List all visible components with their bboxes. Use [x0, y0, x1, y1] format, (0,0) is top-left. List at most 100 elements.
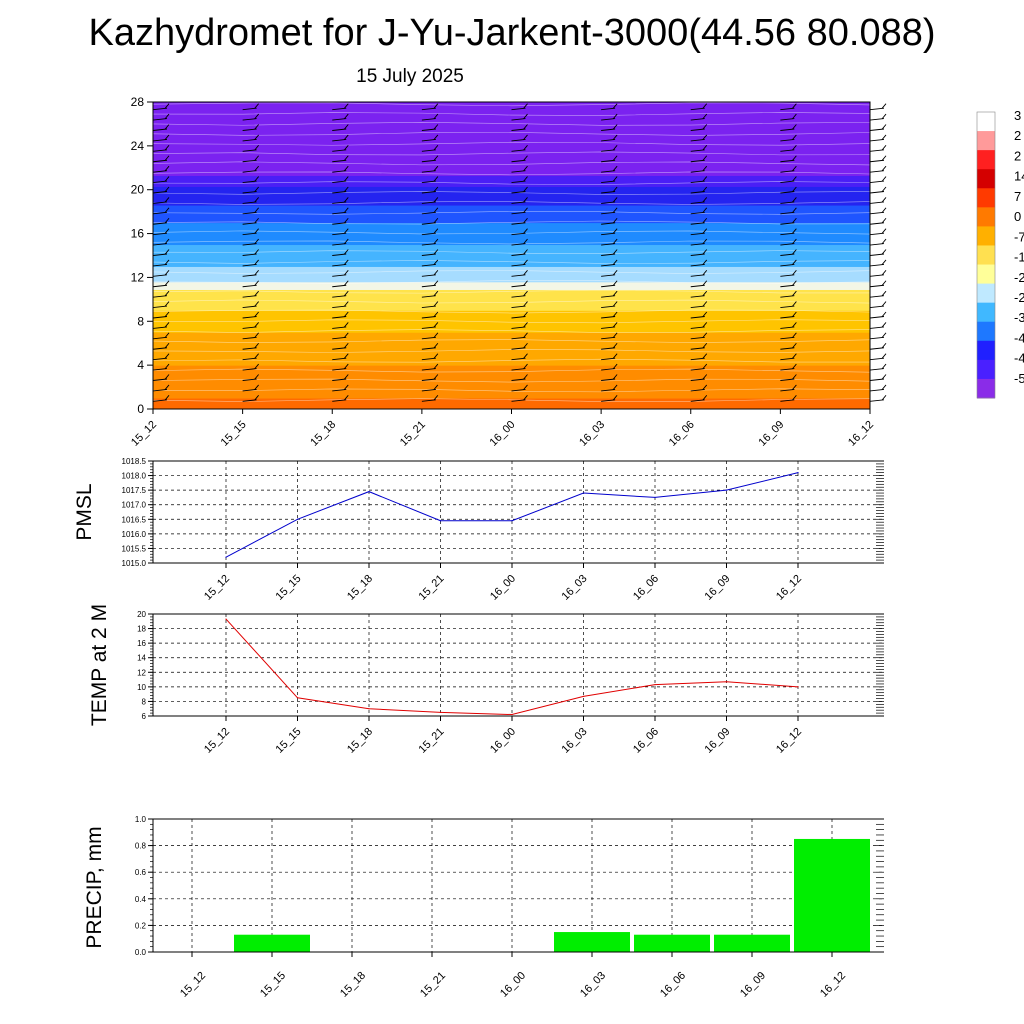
- wind-barb-flag: [702, 342, 708, 349]
- wind-barb: [601, 259, 618, 267]
- wind-barb: [152, 145, 170, 152]
- x-tick-label: 15_18: [338, 970, 368, 1000]
- wind-barb-staff: [601, 243, 616, 246]
- wind-barb-staff: [780, 336, 795, 340]
- wind-barb-staff: [869, 305, 885, 309]
- wind-barb-staff: [332, 388, 347, 392]
- wind-barb-staff: [601, 295, 616, 298]
- wind-barb-flag: [612, 186, 618, 193]
- wind-barb-flag: [254, 103, 259, 109]
- isotherm-line: [152, 289, 871, 294]
- wind-barb-flag: [881, 155, 887, 161]
- wind-barb-staff: [332, 295, 347, 298]
- wind-barb-flag: [523, 384, 528, 390]
- wind-barb-staff: [511, 399, 526, 402]
- wind-barb-flag: [164, 217, 170, 224]
- wind-barb-flag: [612, 270, 618, 276]
- wind-barb-staff: [511, 201, 526, 204]
- colorbar-label: -4: [1014, 351, 1024, 366]
- wind-barb-flag: [881, 217, 887, 224]
- wind-barb-flag: [612, 384, 618, 390]
- wind-barb-flag: [881, 197, 887, 203]
- precip-chart: 0.0 0.2 0.4 0.6 0.8 1.0 15_12 15_15 15_18 15_21 16…: [83, 815, 884, 1000]
- wind-barb: [690, 384, 708, 392]
- wind-barb-flag: [702, 322, 708, 328]
- x-tick-label: 16_00: [488, 573, 518, 603]
- wind-barb-staff: [690, 191, 705, 194]
- wind-barb-flag: [433, 165, 439, 172]
- isotherm-line: [152, 181, 871, 185]
- wind-barb: [421, 217, 439, 225]
- wind-barb-staff: [332, 378, 347, 381]
- wind-barb-staff: [242, 201, 257, 204]
- y-tick-label: 1016.5: [122, 515, 147, 524]
- wind-barb-staff: [152, 180, 168, 184]
- wind-barb-flag: [164, 374, 170, 380]
- wind-barb-flag: [343, 280, 349, 286]
- wind-barb-staff: [690, 263, 705, 267]
- colorbar-swatch: [977, 150, 995, 170]
- x-tick-label: 15_15: [274, 573, 304, 603]
- wind-barb-flag: [343, 249, 349, 255]
- colorbar-label: 2: [1014, 128, 1021, 143]
- wind-barb: [601, 311, 618, 319]
- wind-barb-staff: [152, 347, 168, 350]
- wind-barb: [511, 290, 528, 298]
- wind-barb-flag: [433, 301, 439, 307]
- wind-barb: [242, 145, 259, 152]
- y-tick-label: 1017.5: [122, 486, 147, 495]
- wind-barb-staff: [332, 263, 347, 267]
- wind-barb-flag: [164, 186, 170, 193]
- wind-barb: [690, 270, 708, 277]
- wind-barb-staff: [421, 232, 436, 236]
- colorbar: 3 2 2 14 7 0 -7 -1 -2 -2 -3 -4 -4 -5: [976, 108, 1024, 399]
- isotherm-line: [152, 329, 871, 333]
- wind-barb: [332, 176, 349, 184]
- wind-barb-flag: [702, 301, 708, 307]
- wind-barb-flag: [702, 217, 708, 224]
- wind-barb: [690, 176, 708, 184]
- wind-barb-staff: [421, 243, 436, 246]
- wind-barb: [332, 374, 349, 381]
- wind-barb: [601, 197, 618, 204]
- wind-barb: [690, 280, 708, 288]
- wind-barb-flag: [254, 322, 259, 328]
- wind-barb: [332, 363, 349, 371]
- wind-barb-flag: [164, 197, 170, 203]
- wind-barb-staff: [869, 118, 885, 121]
- x-tick-label: 16_06: [631, 726, 661, 756]
- wind-barb-flag: [792, 374, 797, 380]
- wind-barb-flag: [792, 207, 797, 213]
- wind-barb-staff: [780, 107, 795, 111]
- wind-barb-flag: [612, 374, 618, 380]
- wind-barb: [242, 113, 259, 121]
- wind-barb: [152, 395, 170, 402]
- wind-barb: [152, 290, 170, 298]
- wind-barb: [869, 280, 887, 288]
- wind-barb-flag: [343, 113, 349, 120]
- wind-barb: [421, 134, 439, 142]
- wind-barb-staff: [690, 118, 705, 121]
- wind-barb: [421, 332, 439, 340]
- wind-barb: [511, 270, 528, 277]
- wind-barb-flag: [881, 332, 887, 338]
- wind-barb: [242, 290, 259, 298]
- wind-barb-staff: [332, 357, 347, 361]
- wind-barb: [242, 311, 259, 319]
- wind-barb-staff: [152, 118, 168, 121]
- wind-barb: [869, 353, 887, 361]
- wind-barb-staff: [332, 336, 347, 340]
- wind-barb: [421, 249, 439, 256]
- wind-barb-staff: [332, 284, 347, 288]
- wind-barb: [780, 249, 797, 256]
- wind-barb-staff: [511, 368, 526, 371]
- data-point: [511, 520, 513, 522]
- wind-barbs: [152, 103, 887, 402]
- wind-barb-staff: [152, 357, 168, 361]
- wind-barb: [690, 374, 708, 381]
- wind-barb-flag: [433, 145, 439, 151]
- wind-barb-flag: [523, 155, 528, 161]
- wind-barb: [690, 363, 708, 371]
- wind-barb: [511, 197, 528, 204]
- wind-barb: [511, 395, 528, 402]
